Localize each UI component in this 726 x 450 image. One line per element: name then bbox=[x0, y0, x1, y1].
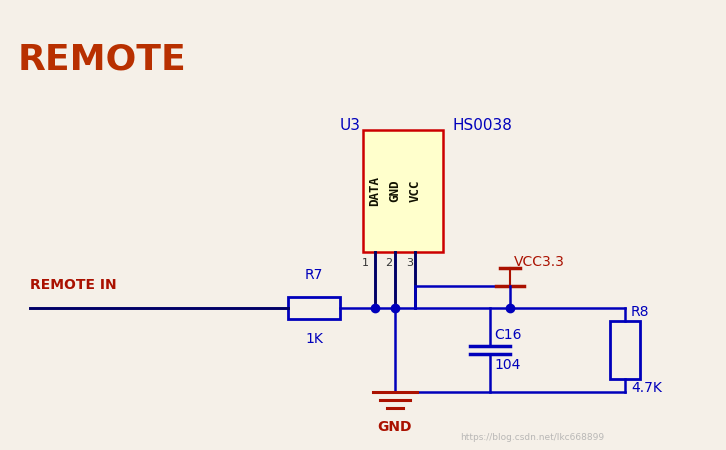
Text: U3: U3 bbox=[340, 118, 361, 133]
Text: R8: R8 bbox=[631, 305, 650, 319]
Text: 3: 3 bbox=[406, 258, 413, 268]
Text: 1: 1 bbox=[362, 258, 369, 268]
Text: 104: 104 bbox=[494, 358, 521, 372]
Text: R7: R7 bbox=[305, 268, 323, 282]
Text: HS0038: HS0038 bbox=[452, 118, 512, 133]
Text: VCC: VCC bbox=[409, 180, 422, 202]
Text: GND: GND bbox=[378, 420, 412, 434]
Text: 4.7K: 4.7K bbox=[631, 381, 662, 395]
FancyBboxPatch shape bbox=[610, 321, 640, 379]
Text: REMOTE IN: REMOTE IN bbox=[30, 278, 117, 292]
FancyBboxPatch shape bbox=[363, 130, 443, 252]
Text: 1K: 1K bbox=[305, 332, 323, 346]
Text: REMOTE: REMOTE bbox=[18, 42, 187, 76]
Text: C16: C16 bbox=[494, 328, 521, 342]
Text: https://blog.csdn.net/lkc668899: https://blog.csdn.net/lkc668899 bbox=[460, 433, 604, 442]
FancyBboxPatch shape bbox=[288, 297, 340, 319]
Text: 2: 2 bbox=[385, 258, 392, 268]
Text: GND: GND bbox=[388, 180, 401, 202]
Text: DATA: DATA bbox=[369, 176, 381, 206]
Text: VCC3.3: VCC3.3 bbox=[514, 255, 565, 269]
